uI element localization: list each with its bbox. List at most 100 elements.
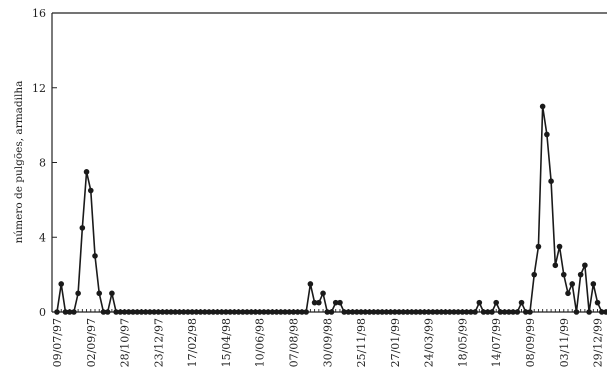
data-point xyxy=(113,309,119,315)
x-tick-label: 09/07/97 xyxy=(51,318,64,367)
x-tick-label: 28/10/97 xyxy=(119,318,132,367)
x-tick-label: 25/11/98 xyxy=(355,318,368,367)
data-point xyxy=(109,290,115,297)
data-point xyxy=(582,262,588,269)
x-tick-label: 30/09/98 xyxy=(321,318,334,367)
data-point xyxy=(455,309,461,315)
data-point xyxy=(510,309,516,315)
y-tick-label: 12 xyxy=(32,82,46,95)
x-tick-label: 15/04/98 xyxy=(220,318,233,367)
data-point xyxy=(392,309,398,315)
data-point xyxy=(577,271,584,278)
data-point xyxy=(214,309,221,315)
data-points xyxy=(54,103,607,315)
data-point xyxy=(218,309,225,315)
data-point xyxy=(248,309,255,315)
data-point xyxy=(206,309,212,315)
data-point xyxy=(522,309,529,315)
data-point xyxy=(66,309,73,315)
data-point xyxy=(223,309,229,315)
data-point xyxy=(227,309,233,315)
data-point xyxy=(54,309,60,315)
data-point xyxy=(71,309,77,315)
data-point xyxy=(472,309,478,315)
data-point xyxy=(379,309,385,315)
data-point xyxy=(544,131,550,138)
data-point xyxy=(354,309,360,315)
x-tick-label: 23/12/97 xyxy=(152,318,165,367)
data-point xyxy=(75,290,81,297)
x-tick-label: 10/06/98 xyxy=(254,318,267,367)
data-point xyxy=(548,178,554,184)
data-point xyxy=(552,262,559,269)
data-point xyxy=(446,309,453,315)
data-point xyxy=(130,309,136,315)
data-point xyxy=(307,281,314,287)
data-point xyxy=(535,243,542,250)
data-point xyxy=(125,309,132,315)
data-point xyxy=(79,225,86,231)
data-point xyxy=(569,281,576,287)
data-point xyxy=(320,290,326,297)
data-point xyxy=(531,271,538,278)
data-point xyxy=(556,243,563,250)
x-tick-label: 27/01/99 xyxy=(389,318,402,367)
x-tick-label: 14/07/99 xyxy=(490,318,503,367)
data-point xyxy=(134,309,141,315)
data-point xyxy=(468,309,474,315)
data-point xyxy=(286,309,293,315)
series-line xyxy=(56,106,606,313)
data-point xyxy=(560,271,567,278)
data-point xyxy=(484,309,491,315)
data-point xyxy=(104,309,111,315)
data-point xyxy=(324,309,331,315)
data-point xyxy=(573,309,580,315)
data-point xyxy=(586,309,592,315)
data-point xyxy=(273,309,280,315)
data-point xyxy=(341,309,347,315)
data-point xyxy=(527,309,533,315)
data-point xyxy=(476,299,483,306)
data-point xyxy=(121,309,128,315)
data-point xyxy=(278,309,284,315)
data-point xyxy=(269,309,276,315)
data-point xyxy=(87,187,94,194)
data-point xyxy=(383,309,390,315)
data-point xyxy=(231,309,238,315)
data-point xyxy=(514,309,521,315)
data-point xyxy=(337,299,343,306)
data-point xyxy=(358,309,364,315)
data-point xyxy=(96,290,103,297)
y-tick-label: 16 xyxy=(32,7,46,20)
y-tick-label: 0 xyxy=(39,306,46,319)
y-axis-title: número de pulgões, armadilha xyxy=(13,81,25,244)
data-point xyxy=(172,309,179,315)
data-point xyxy=(421,309,428,315)
data-point xyxy=(328,309,335,315)
data-point xyxy=(100,309,107,315)
data-point xyxy=(138,309,145,315)
data-point xyxy=(311,299,318,306)
data-point xyxy=(442,309,449,315)
data-point xyxy=(425,309,432,315)
data-point xyxy=(265,309,271,315)
data-point xyxy=(168,309,174,315)
data-point xyxy=(396,309,402,315)
data-point xyxy=(590,281,597,287)
data-point xyxy=(151,309,157,315)
x-tick-label: 29/12/99 xyxy=(592,318,605,367)
data-point xyxy=(451,309,457,315)
data-point xyxy=(370,309,377,315)
data-point xyxy=(210,309,217,315)
data-point xyxy=(539,103,546,110)
data-point xyxy=(83,169,90,175)
y-axis-ticks: 0 4 8 12 16 xyxy=(32,7,57,319)
data-point xyxy=(489,309,495,315)
data-point xyxy=(438,309,445,315)
data-point xyxy=(252,309,259,315)
data-point xyxy=(290,309,297,315)
data-point xyxy=(244,309,250,315)
x-tick-label: 02/09/97 xyxy=(85,318,98,367)
data-point xyxy=(159,309,166,315)
